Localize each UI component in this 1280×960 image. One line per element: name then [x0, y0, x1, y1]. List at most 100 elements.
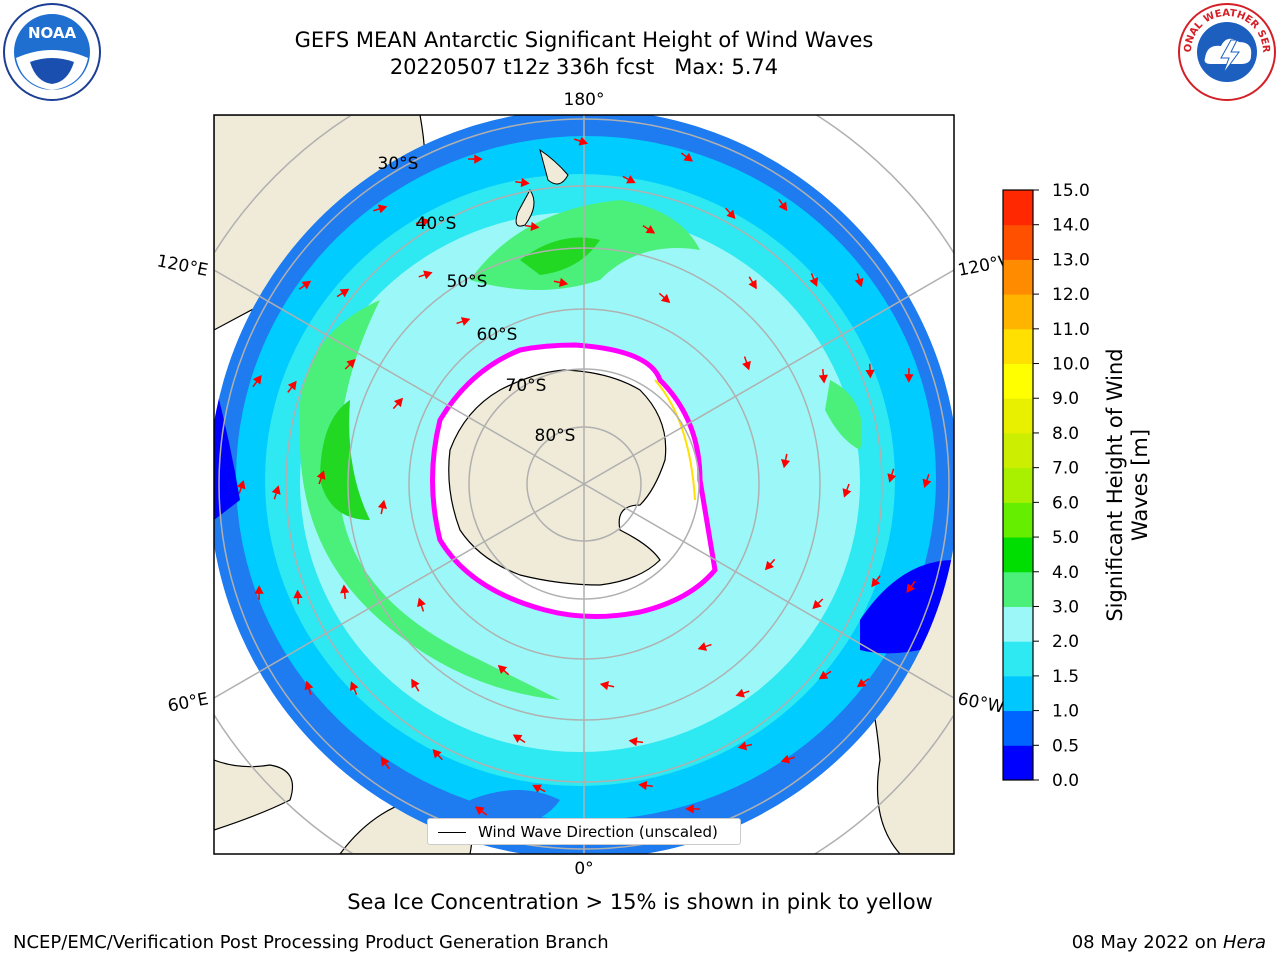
lat-label-40s: 40°S: [416, 214, 457, 234]
wave-direction-arrowhead: [349, 681, 359, 691]
colorbar: 0.0 0.5 1.0 1.5 2.0 3.0 4.0 5.0 6.0 7.0 8.0 9.0 10.0…: [1002, 181, 1090, 791]
wave-direction-arrowhead: [316, 470, 326, 480]
lat-label-50s: 50°S: [447, 272, 488, 292]
wave-direction-arrowhead: [377, 204, 388, 214]
wind-wave-arrows: [236, 136, 932, 832]
colorbar-tick-label: 15.0: [1052, 181, 1090, 201]
wave-direction-arrowhead: [764, 560, 775, 571]
wave-direction-arrowhead: [393, 397, 404, 408]
colorbar-tick-label: 8.0: [1052, 424, 1079, 444]
wave-direction-arrowhead: [735, 688, 745, 698]
colorbar-swatch: [1003, 432, 1033, 469]
wave-direction-arrowhead: [781, 458, 791, 469]
wave-direction-arrowhead: [252, 375, 262, 385]
colorbar-tick-label: 14.0: [1052, 216, 1090, 236]
wave-direction-arrowhead: [812, 599, 822, 610]
colorbar-swatch: [1003, 571, 1033, 607]
colorbar-tick-label: 1.0: [1052, 702, 1079, 722]
wave-direction-arrowhead: [697, 642, 708, 651]
colorbar-swatch: [1003, 710, 1033, 746]
wave-direction-arrowhead: [578, 136, 589, 146]
colorbar-tick-label: 12.0: [1052, 285, 1090, 305]
wave-direction-arrowhead: [599, 681, 610, 691]
colorbar-tick-label: 5.0: [1052, 528, 1079, 548]
wave-direction-arrowhead: [856, 678, 867, 688]
lon-label-60e: 60°E: [166, 689, 210, 716]
wave-direction-arrowhead: [420, 217, 431, 227]
legend-label: Wind Wave Direction (unscaled): [478, 823, 718, 841]
colorbar-tick-label: 0.0: [1052, 771, 1079, 791]
lat-label-60s: 60°S: [477, 325, 518, 345]
colorbar-swatch: [1003, 675, 1033, 712]
wave-direction-arrowhead: [780, 754, 791, 764]
wave-direction-arrowhead: [871, 577, 881, 588]
wave-direction-arrowhead: [520, 177, 530, 188]
new-zealand-south-land: [515, 189, 535, 227]
wave-direction-arrowhead: [906, 583, 916, 593]
wave-direction-arrowhead: [645, 225, 656, 234]
colorbar-swatch: [1003, 328, 1033, 365]
wave-direction-arrowhead: [377, 499, 387, 510]
lon-label-0: 0°: [574, 859, 593, 879]
wave-direction-arrowhead: [865, 369, 875, 379]
svg-text:NOAA: NOAA: [28, 24, 77, 42]
graticule: [214, 115, 954, 854]
wave-direction-arrowhead: [340, 584, 350, 594]
colorbar-tick-label: 0.5: [1052, 736, 1079, 756]
footer-credit: NCEP/EMC/Verification Post Processing Pr…: [13, 932, 609, 953]
wave-direction-arrowhead: [922, 478, 932, 489]
wave-direction-arrowhead: [628, 737, 638, 747]
new-zealand-land: [539, 148, 569, 185]
wave-direction-arrowhead: [254, 585, 264, 594]
colorbar-swatch: [1003, 259, 1033, 295]
colorbar-swatch: [1003, 363, 1033, 399]
wave-direction-arrowhead: [380, 756, 390, 767]
colorbar-tick-label: 3.0: [1052, 597, 1079, 617]
colorbar-tick-label: 4.0: [1052, 563, 1079, 583]
colorbar-title-line1: Significant Height of Wind: [1103, 348, 1127, 622]
wave-direction-arrowhead: [842, 488, 852, 498]
plot-title: GEFS MEAN Antarctic Significant Height o…: [294, 28, 874, 52]
colorbar-swatch: [1003, 606, 1033, 642]
wave-direction-arrowhead: [683, 152, 693, 162]
wave-direction-arrowhead: [737, 741, 748, 751]
colorbar-tick-label: 10.0: [1052, 355, 1090, 375]
wave-direction-arrowhead: [339, 288, 350, 298]
wave-direction-arrowhead: [638, 780, 648, 791]
wave-direction-arrowhead: [558, 277, 569, 287]
wave-direction-arrowhead: [685, 804, 694, 814]
wave-direction-arrowhead: [726, 209, 736, 219]
colorbar-swatch: [1003, 398, 1033, 434]
wave-direction-arrowhead: [660, 293, 671, 304]
wave-direction-arrowhead: [287, 380, 297, 391]
sea-ice-caption: Sea Ice Concentration > 15% is shown in …: [347, 890, 933, 914]
map-frame: [213, 114, 955, 855]
wave-direction-arrowhead: [904, 374, 914, 383]
wave-direction-arrowhead: [271, 485, 281, 495]
colorbar-tick-label: 1.5: [1052, 667, 1079, 687]
wave-direction-arrowhead: [887, 473, 897, 483]
colorbar-frame: [1002, 189, 1034, 781]
noaa-logo: NOAA: [3, 3, 101, 101]
colorbar-title-line2: Waves [m]: [1128, 428, 1152, 542]
colorbar-swatch: [1003, 224, 1033, 260]
colorbar-swatch: [1003, 745, 1033, 781]
wave-direction-arrowhead: [417, 597, 426, 608]
wave-direction-arrowhead: [532, 784, 542, 793]
wave-direction-arrowhead: [530, 221, 540, 231]
lat-label-70s: 70°S: [506, 376, 547, 396]
lon-label-60w: 60°W: [956, 689, 1006, 718]
wave-direction-arrowhead: [818, 374, 828, 384]
colorbar-swatch: [1003, 641, 1033, 677]
wave-direction-arrowhead: [497, 664, 508, 675]
wave-direction-arrowhead: [346, 358, 356, 369]
plot-subtitle: 20220507 t12z 336h fcst Max: 5.74: [389, 55, 779, 79]
wave-direction-arrowhead: [854, 277, 864, 288]
colorbar-tick-label: 13.0: [1052, 250, 1090, 270]
footer-date-text: 08 May 2022 on: [1071, 932, 1223, 953]
colorbar-swatch: [1003, 537, 1033, 573]
africa-land: [214, 759, 294, 831]
wave-direction-arrowhead: [809, 277, 819, 287]
wave-direction-arrowhead: [818, 670, 829, 680]
